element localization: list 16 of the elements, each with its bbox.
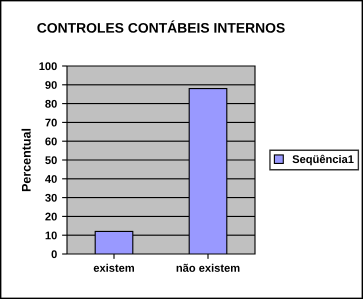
y-axis-title: Percentual xyxy=(22,128,31,192)
y-tick-label: 90 xyxy=(45,81,57,89)
y-tick-label: 80 xyxy=(45,100,57,108)
chart-title: CONTROLES CONTÁBEIS INTERNOS xyxy=(37,20,285,33)
y-tick-label: 20 xyxy=(45,212,57,221)
y-tick-label: 0 xyxy=(52,250,57,258)
x-tick-label: existem xyxy=(94,264,134,272)
y-tick-label: 50 xyxy=(45,156,57,164)
x-tick-label: não existem xyxy=(176,264,240,272)
y-tick-label: 30 xyxy=(45,194,57,202)
y-tick-label: 100 xyxy=(39,62,57,70)
y-tick-label: 40 xyxy=(45,175,57,183)
y-tick-label: 10 xyxy=(46,231,57,240)
y-tick-label: 60 xyxy=(45,137,57,146)
y-tick-label: 70 xyxy=(45,118,57,127)
legend-label: Seqüência1 xyxy=(292,154,354,166)
